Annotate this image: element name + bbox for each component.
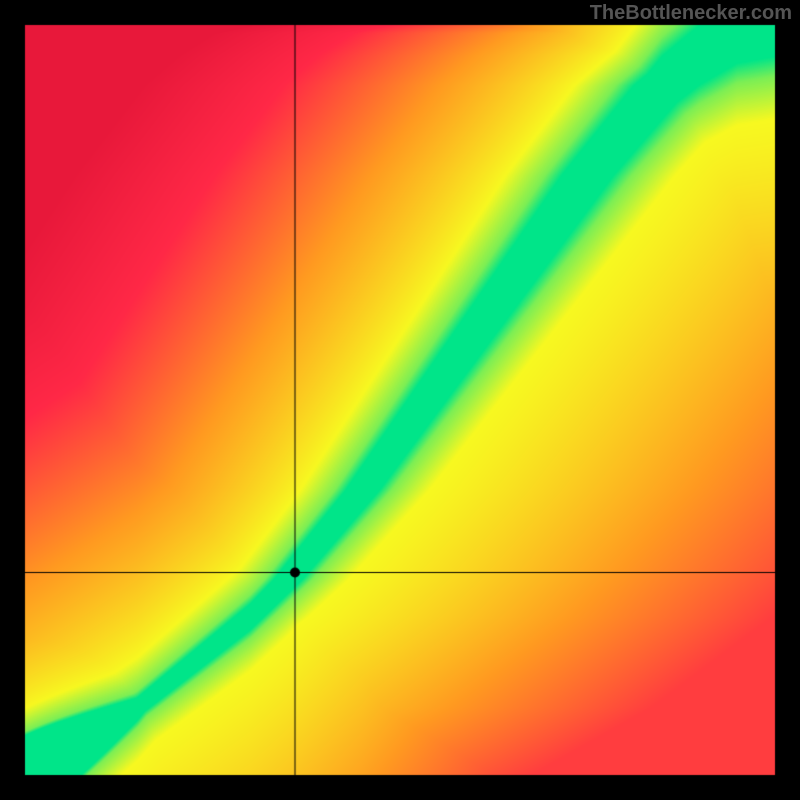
chart-container: TheBottlenecker.com [0, 0, 800, 800]
watermark-text: TheBottlenecker.com [590, 2, 792, 25]
heatmap-canvas [0, 0, 800, 800]
